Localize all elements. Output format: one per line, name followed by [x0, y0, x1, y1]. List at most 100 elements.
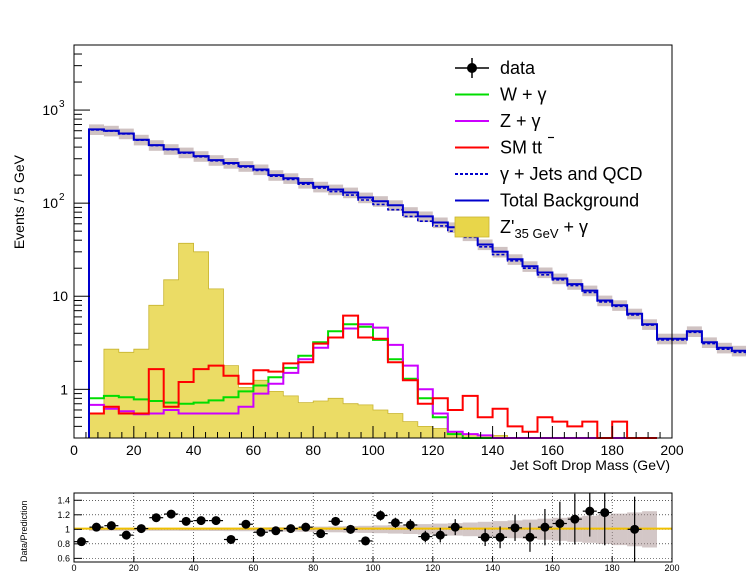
legend-entry-total: Total Background: [455, 191, 639, 211]
ratio-marker: [510, 523, 520, 533]
ratio-marker: [271, 526, 281, 536]
ratio-marker: [301, 522, 311, 532]
ratio-point: [403, 519, 418, 531]
ratio-point: [164, 509, 179, 519]
legend-label-sub: 35 GeV: [514, 226, 558, 241]
legend-entry-signal: Z'35 GeV + γ: [454, 216, 589, 241]
x-tick-label: 20: [126, 442, 142, 458]
histogram-series: [88, 128, 746, 439]
ratio-marker: [585, 506, 595, 516]
ratio-point: [597, 493, 612, 546]
ratio-x-tick-label: 180: [605, 563, 620, 572]
ratio-y-tick-label: 0.8: [57, 539, 70, 549]
ratio-point: [298, 522, 313, 532]
total-background-histogram: [88, 128, 746, 438]
ratio-point: [194, 516, 209, 526]
ratio-point: [74, 537, 89, 547]
ratio-marker: [211, 516, 221, 526]
ratio-y-tick-label: 1.2: [57, 510, 70, 520]
ratio-marker: [361, 536, 371, 546]
ratio-marker: [630, 524, 640, 534]
legend-entry-ttbar: SM tt: [455, 136, 554, 158]
ratio-marker: [256, 527, 266, 537]
x-tick-label: 140: [481, 442, 505, 458]
x-tick-label: 160: [541, 442, 565, 458]
ratio-marker: [405, 520, 415, 530]
legend-label: Z + γ: [500, 111, 541, 131]
ratio-point: [373, 510, 388, 521]
ratio-point: [209, 516, 224, 526]
ratio-marker: [570, 514, 580, 524]
ratio-point: [238, 519, 253, 529]
ratio-point: [134, 524, 149, 534]
y-tick-label: 1: [60, 381, 68, 397]
ratio-marker: [241, 519, 251, 529]
ratio-point: [478, 528, 493, 547]
ratio-point: [388, 517, 403, 528]
ratio-point: [433, 527, 448, 543]
x-axis-title: Jet Soft Drop Mass (GeV): [510, 457, 670, 473]
ratio-marker: [495, 532, 505, 542]
x-tick-label: 40: [186, 442, 202, 458]
ratio-y-axis: 0.6 0.8 1 1.2 1.4: [57, 495, 82, 563]
ratio-point: [268, 526, 283, 536]
ratio-point: [418, 530, 433, 543]
ratio-marker: [375, 511, 385, 521]
ratio-marker: [331, 516, 341, 526]
ratio-marker: [196, 516, 206, 526]
ratio-x-axis: 0 20 40 60 80 100 120 140 160 180 200: [71, 556, 680, 572]
y-tick-label-exponent: 2: [59, 192, 65, 203]
ratio-x-tick-label: 120: [425, 563, 440, 572]
ratio-marker: [166, 509, 176, 519]
ratio-y-tick-label: 1: [65, 524, 70, 534]
ratio-point: [89, 522, 104, 532]
legend-entry-data: data: [455, 58, 536, 78]
ratio-point: [179, 516, 194, 526]
y-tick-label-base: 10: [42, 102, 58, 118]
ratio-marker: [390, 518, 400, 528]
ratio-point: [448, 519, 463, 536]
ratio-marker: [121, 530, 131, 540]
ratio-point: [567, 493, 582, 545]
ratio-point: [508, 514, 523, 541]
ratio-point: [328, 516, 343, 526]
ratio-x-tick-label: 60: [248, 563, 258, 572]
ratio-point: [313, 529, 328, 539]
ratio-panel: 0 20 40 60 80 100 120 140 160 180 200 0.6 0.8 1 1.2 1.…: [19, 492, 680, 572]
ratio-marker: [91, 522, 101, 532]
ratio-x-tick-label: 140: [485, 563, 500, 572]
ratio-y-axis-title: Data/Prediction: [19, 500, 29, 562]
ratio-marker: [420, 532, 430, 542]
ratio-marker: [600, 508, 610, 518]
ratio-marker: [136, 524, 146, 534]
ratio-x-tick-label: 20: [129, 563, 139, 572]
legend-swatch-fill: [454, 216, 490, 238]
ratio-marker: [181, 516, 191, 526]
ratio-marker: [316, 529, 326, 539]
ratio-point: [104, 521, 119, 531]
ratio-x-tick-label: 160: [545, 563, 560, 572]
ratio-marker: [76, 537, 86, 547]
ratio-marker: [480, 532, 490, 542]
legend-label: SM tt: [500, 138, 542, 158]
ratio-y-tick-label: 0.6: [57, 553, 70, 563]
y-tick-label-exponent: 3: [59, 99, 65, 110]
ratio-point: [552, 501, 567, 546]
legend-label-tail: + γ: [559, 217, 589, 237]
x-tick-label: 200: [660, 442, 684, 458]
ratio-x-tick-label: 40: [189, 563, 199, 572]
x-tick-label: 80: [305, 442, 321, 458]
y-tick-label: 10: [52, 288, 68, 304]
ratio-point: [627, 496, 642, 562]
ratio-x-tick-label: 200: [664, 563, 679, 572]
ratio-marker: [226, 534, 236, 544]
ratio-point: [253, 527, 268, 537]
ratio-point: [358, 536, 373, 546]
signal-histogram: [88, 242, 613, 439]
legend-label: γ + Jets and QCD: [500, 164, 643, 184]
ratio-y-tick-label: 1.4: [57, 495, 70, 505]
legend: data W + γ Z + γ SM tt γ + Jets and QCD Total…: [454, 58, 643, 241]
legend-entry-zgamma: Z + γ: [455, 111, 541, 131]
